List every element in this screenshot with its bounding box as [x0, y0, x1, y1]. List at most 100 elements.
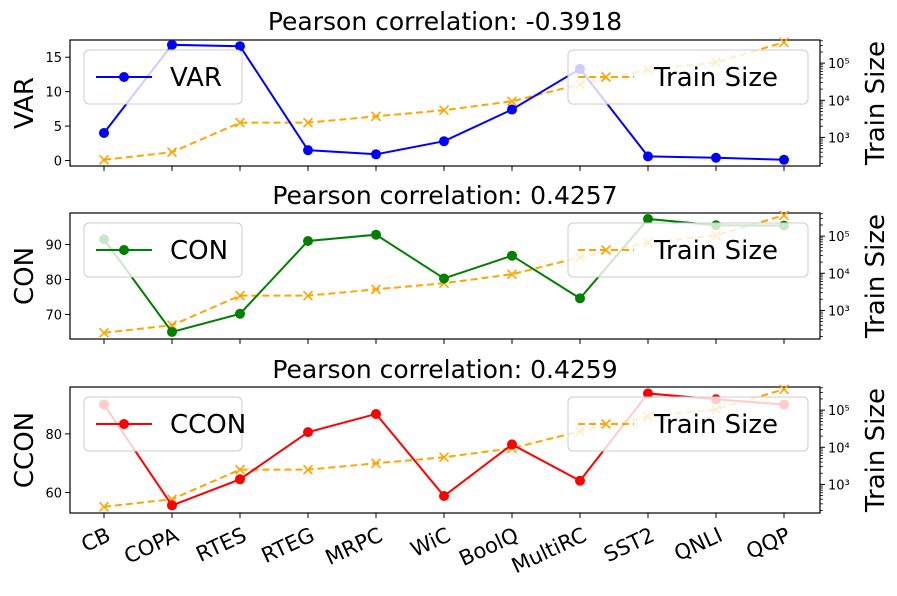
panel-1-legend-left-label: VAR: [170, 63, 222, 93]
panel-1-title: Pearson correlation: -0.3918: [268, 7, 622, 36]
x-category-label: WiC: [407, 523, 454, 562]
x-category-label: RTES: [192, 523, 250, 567]
panel-1-y2label: Train Size: [861, 41, 891, 166]
panel-2-y2tick-label: 10³: [828, 304, 850, 319]
panel-3-y2label: Train Size: [861, 388, 891, 513]
x-category-label: SST2: [600, 523, 658, 567]
panel-3-train-size-point: [438, 452, 450, 463]
panel-3-train-size-point: [370, 458, 382, 469]
panel-3-ccon-point: [235, 474, 245, 485]
panel-1-y2tick-label: 10⁴: [828, 94, 850, 109]
panel-2-legend-right-marker: [600, 244, 612, 256]
panel-3-ccon-point: [507, 439, 517, 450]
panel-1-frame: [69, 39, 821, 167]
x-category-label: MultiRC: [508, 523, 590, 578]
panel-2-train-size-point: [370, 284, 382, 295]
panel-3-legend-left-label: CCON: [170, 410, 246, 440]
panel-2-ytick-label: 90: [45, 239, 62, 254]
panel-3-ylabel: CCON: [10, 412, 40, 488]
panel-2-con-point: [235, 308, 245, 319]
x-category-label: QQP: [743, 523, 795, 564]
panel-2-con-point: [507, 250, 517, 261]
panel-3-legend-right: [567, 396, 809, 452]
panel-3-ytick-label: 80: [45, 428, 62, 443]
panel-1-legend-left: [83, 49, 243, 105]
panel-2-ylabel: CON: [10, 247, 40, 305]
panel-3-train-size-point: [98, 501, 110, 512]
panel-2-y2label: Train Size: [861, 214, 891, 339]
panel-1-var-point: [167, 39, 177, 50]
panel-1-legend-right-label: Train Size: [653, 63, 778, 93]
panel-3-train-size-point: [302, 464, 314, 475]
panel-1-var-point: [711, 152, 721, 163]
panel-2-train-size-point: [778, 210, 790, 221]
panel-1-var-point: [643, 151, 653, 162]
panel-2-con-point: [439, 273, 449, 284]
panel-1-ytick-label: 0: [54, 154, 62, 169]
panel-1-legend-right: [567, 49, 809, 105]
x-category-label: QNLI: [671, 523, 727, 566]
panel-3-legend-left-marker: [119, 419, 129, 429]
panel-1-ytick-label: 10: [45, 86, 62, 101]
panel-1-train-size-point: [302, 117, 314, 128]
panel-3-legend-right-label: Train Size: [653, 410, 778, 440]
panel-3-title: Pearson correlation: 0.4259: [272, 355, 617, 384]
panel-3-train-size-point: [778, 384, 790, 395]
panel-2-con-point: [167, 327, 177, 337]
panel-3-legend-right-marker: [600, 418, 612, 430]
panel-2-y2tick-label: 10⁵: [828, 230, 850, 245]
panel-2-ytick-label: 70: [45, 309, 62, 324]
panel-1-train-size-point: [98, 154, 110, 165]
panel-3-y2tick-label: 10⁴: [828, 441, 850, 456]
panel-1-y2tick-label: 10⁵: [828, 57, 850, 72]
panel-3-ccon-point: [439, 491, 449, 502]
panel-3-ytick-label: 60: [45, 486, 62, 501]
panel-3-ccon-point: [371, 408, 381, 419]
panel-3-frame: [69, 386, 821, 514]
panel-3-train-size-point: [234, 464, 246, 475]
panel-2-title: Pearson correlation: 0.4257: [272, 181, 617, 210]
panel-1-var-point: [439, 136, 449, 147]
panel-1-legend-right-marker: [600, 71, 612, 83]
panel-2-legend-left: [83, 222, 243, 278]
panel-1-train-size-point: [778, 37, 790, 48]
x-category-label: MRPC: [322, 523, 387, 570]
panel-1-ylabel: VAR: [10, 77, 40, 129]
panel-1-ytick-label: 5: [54, 120, 62, 135]
panel-2-con-point: [371, 229, 381, 240]
panel-1-var-point: [99, 127, 109, 138]
panel-3-y2tick-label: 10³: [828, 478, 850, 493]
panel-1-legend-left-marker: [119, 72, 129, 82]
panel-1-train-size-point: [438, 105, 450, 116]
panel-2-legend-right: [567, 222, 809, 278]
panel-2-y2tick-label: 10⁴: [828, 267, 850, 282]
panel-2-train-size-point: [302, 290, 314, 301]
panel-1-train-size-point: [506, 96, 518, 107]
x-category-label: COPA: [120, 523, 182, 569]
panel-1-train-size-point: [234, 117, 246, 128]
panel-2-train-size-point: [506, 269, 518, 280]
panel-2-con-point: [303, 236, 313, 246]
panel-1-y2tick-label: 10³: [828, 131, 850, 146]
panel-3-y2tick-label: 10⁵: [828, 404, 850, 419]
panel-1-var-point: [235, 41, 245, 52]
panel-1-ytick-label: 15: [45, 51, 62, 66]
panel-2-train-size-point: [98, 327, 110, 338]
panel-3-legend-left: [83, 396, 243, 452]
panel-2-con-point: [643, 213, 653, 224]
panel-2-legend-left-marker: [119, 245, 129, 255]
panel-2-legend-right-label: Train Size: [653, 236, 778, 266]
panel-3-ccon-point: [167, 500, 177, 511]
panel-1-var-point: [371, 149, 381, 160]
panel-2-train-size-point: [234, 290, 246, 301]
panel-3-ccon-point: [303, 427, 313, 438]
panel-2-frame: [69, 212, 821, 340]
panel-3-ccon-point: [575, 475, 585, 486]
panel-1-train-size-point: [166, 147, 178, 158]
x-category-label: RTEG: [258, 523, 318, 568]
panel-1-var-point: [507, 104, 517, 115]
panel-3-ccon-point: [643, 388, 653, 399]
panel-1-train-size-point: [370, 111, 382, 122]
panel-1-var-point: [779, 154, 789, 165]
